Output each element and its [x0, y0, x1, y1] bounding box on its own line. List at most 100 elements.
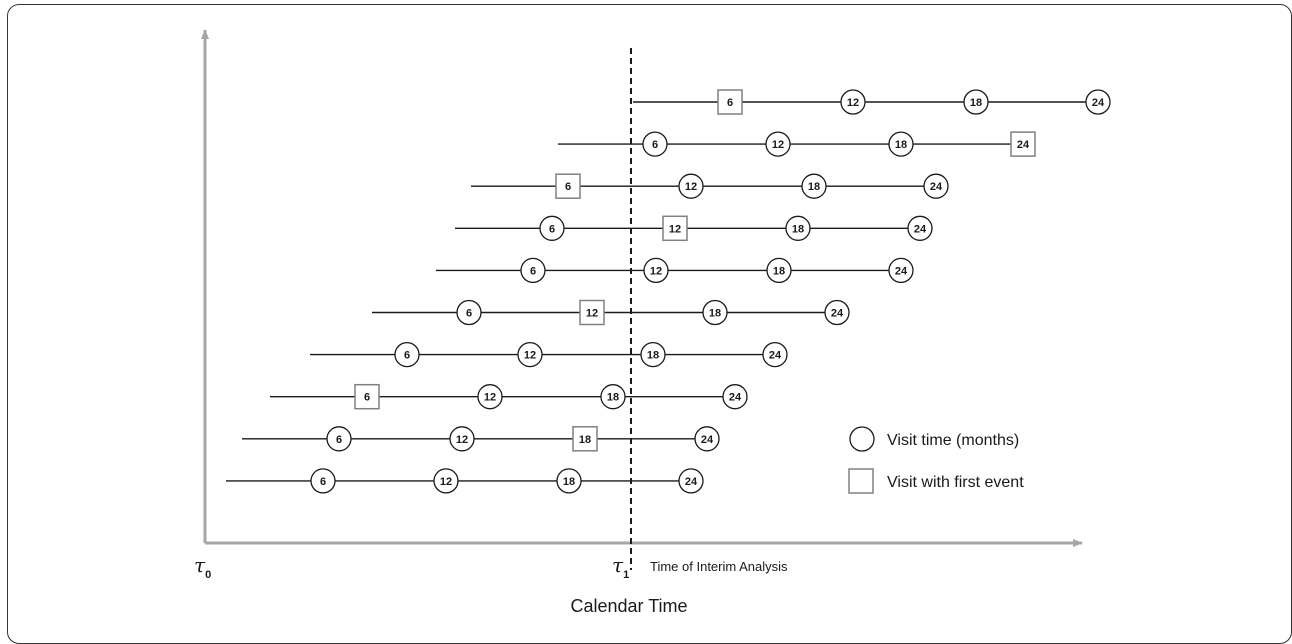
tau1-label: τ1: [612, 553, 629, 581]
visit-marker: [520, 257, 546, 284]
visit-marker: [678, 468, 704, 494]
subject-row: 6 12 18 24: [310, 341, 788, 368]
visit-month-label: 24: [895, 265, 908, 277]
visit-marker: [539, 215, 565, 241]
subject-row: 6 12 18 24: [633, 89, 1111, 115]
legend-square-label: Visit with first event: [887, 474, 1024, 491]
visit-month-label: 6: [549, 223, 555, 235]
subject-row: 6 12 18 24: [226, 468, 704, 494]
visit-month-label: 18: [647, 350, 659, 362]
visit-marker: [766, 257, 792, 284]
visit-marker: [801, 173, 827, 199]
visit-marker: [643, 257, 669, 284]
legend-circle-label: Visit time (months): [887, 432, 1019, 449]
event-visit-marker: [579, 299, 605, 326]
visit-marker: [477, 384, 503, 410]
legend-circle-icon: [849, 426, 875, 452]
visit-marker: [449, 426, 475, 452]
visit-month-label: 6: [404, 350, 410, 362]
subject-row: 6 12 18 24: [270, 383, 748, 410]
visit-month-label: 24: [930, 181, 943, 193]
event-visit-marker: [354, 383, 380, 410]
visit-marker: [888, 131, 914, 157]
visit-marker: [963, 89, 989, 115]
visit-marker: [517, 341, 543, 368]
visit-month-label: 18: [579, 434, 591, 446]
subject-timelines: 6 12 18 24 6 12 18 24 6 12 18 24 6 12 18 24 6 12 18 24 6 12 18…: [226, 89, 1111, 494]
visit-marker: [888, 257, 914, 284]
visit-month-label: 24: [1092, 97, 1105, 109]
visit-month-label: 24: [729, 392, 742, 404]
visit-month-label: 12: [772, 139, 784, 151]
visit-month-label: 18: [895, 139, 907, 151]
visit-month-label: 18: [709, 308, 721, 320]
visit-marker: [640, 341, 666, 368]
visit-marker: [765, 131, 791, 157]
visit-month-label: 12: [484, 392, 496, 404]
interim-analysis-label: Time of Interim Analysis: [650, 559, 788, 574]
legend-square-icon: [848, 468, 874, 494]
visit-month-label: 18: [607, 392, 619, 404]
visit-month-label: 6: [652, 139, 658, 151]
visit-marker: [785, 215, 811, 241]
visit-month-label: 24: [685, 476, 698, 488]
visit-marker: [394, 341, 420, 368]
visit-marker: [1085, 89, 1111, 115]
figure-frame: [7, 4, 1292, 644]
visit-month-label: 12: [650, 265, 662, 277]
visit-month-label: 6: [466, 308, 472, 320]
visit-month-label: 6: [530, 265, 536, 277]
subject-row: 6 12 18 24: [471, 173, 949, 199]
visit-month-label: 18: [970, 97, 982, 109]
visit-month-label: 12: [524, 350, 536, 362]
visit-month-label: 12: [847, 97, 859, 109]
visit-marker: [840, 89, 866, 115]
visit-marker: [600, 384, 626, 410]
visit-month-label: 18: [773, 265, 785, 277]
event-visit-marker: [572, 426, 598, 452]
visit-marker: [310, 468, 336, 494]
visit-month-label: 18: [563, 476, 575, 488]
visit-month-label: 12: [456, 434, 468, 446]
event-visit-marker: [555, 173, 581, 199]
visit-month-label: 24: [831, 308, 844, 320]
visit-month-label: 6: [565, 181, 571, 193]
subject-row: 6 12 18 24: [558, 131, 1036, 157]
visit-month-label: 6: [727, 97, 733, 109]
x-axis-label: Calendar Time: [570, 596, 687, 616]
visit-month-label: 24: [769, 350, 782, 362]
visit-month-label: 6: [364, 392, 370, 404]
visit-month-label: 24: [701, 434, 714, 446]
visit-month-label: 6: [336, 434, 342, 446]
event-visit-marker: [1010, 131, 1036, 157]
tau0-label: τ0: [194, 553, 211, 581]
study-timeline-diagram: 6 12 18 24 6 12 18 24 6 12 18 24 6 12 18 24 6 12 18 24 6 12 18…: [194, 29, 1111, 616]
visit-marker: [824, 299, 850, 326]
visit-month-label: 24: [1017, 139, 1030, 151]
visit-month-label: 12: [440, 476, 452, 488]
visit-marker: [433, 468, 459, 494]
visit-month-label: 18: [792, 223, 804, 235]
subject-row: 6 12 18 24: [436, 257, 914, 284]
visit-marker: [556, 468, 582, 494]
event-visit-marker: [717, 89, 743, 115]
subject-row: 6 12 18 24: [455, 215, 933, 242]
visit-month-label: 18: [808, 181, 820, 193]
visit-marker: [456, 299, 482, 326]
subject-row: 6 12 18 24: [242, 426, 720, 452]
visit-marker: [722, 384, 748, 410]
visit-marker: [678, 173, 704, 199]
visit-marker: [907, 215, 933, 241]
visit-marker: [642, 131, 668, 157]
subject-row: 6 12 18 24: [372, 299, 850, 326]
visit-marker: [762, 341, 788, 368]
visit-marker: [702, 299, 728, 326]
visit-marker: [694, 426, 720, 452]
visit-month-label: 6: [320, 476, 326, 488]
visit-month-label: 12: [669, 223, 681, 235]
visit-month-label: 12: [685, 181, 697, 193]
legend: Visit time (months) Visit with first eve…: [848, 426, 1024, 494]
visit-marker: [326, 426, 352, 452]
visit-marker: [923, 173, 949, 199]
event-visit-marker: [662, 215, 688, 242]
